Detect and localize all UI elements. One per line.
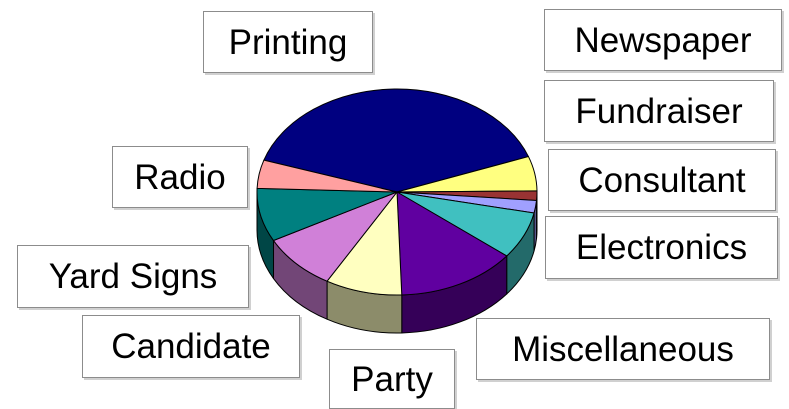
slice-label-party: Party: [329, 349, 455, 409]
slice-label-newspaper: Newspaper: [544, 9, 782, 71]
slice-label-printing: Printing: [203, 11, 373, 73]
slice-label-yard-signs: Yard Signs: [17, 245, 249, 308]
slice-label-candidate: Candidate: [82, 315, 300, 378]
slice-label-consultant: Consultant: [548, 149, 776, 211]
slice-label-fundraiser: Fundraiser: [544, 80, 774, 142]
slice-label-miscellaneous: Miscellaneous: [476, 318, 770, 380]
pie-slice-printing: [263, 88, 529, 193]
slice-label-electronics: Electronics: [545, 216, 778, 279]
pie-slice-miscellaneous: [396, 191, 508, 296]
slice-label-radio: Radio: [112, 146, 248, 208]
pie-slice-radio: [256, 159, 398, 193]
